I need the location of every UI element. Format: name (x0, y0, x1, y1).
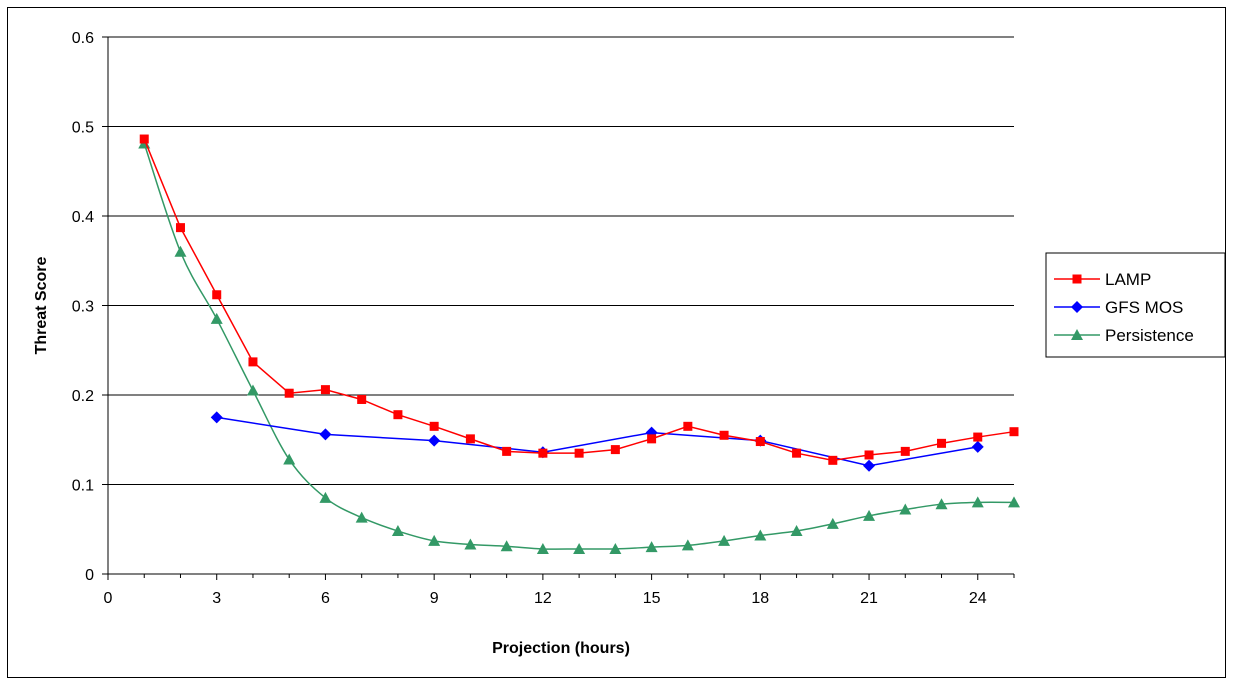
x-tick-label: 9 (430, 590, 439, 607)
data-point-persistence (428, 534, 441, 546)
x-tick-label: 12 (534, 590, 552, 607)
y-tick-label: 0 (85, 567, 94, 584)
y-tick-label: 0.2 (72, 388, 94, 405)
series-persistence (138, 137, 1020, 554)
series-lamp (139, 134, 1019, 465)
x-axis-ticks: 0 3 6 9 12 15 18 21 24 (104, 574, 1015, 607)
data-point-persistence (609, 542, 622, 554)
data-point-lamp (429, 421, 439, 431)
data-point-lamp (647, 434, 657, 444)
y-tick-label: 0.4 (72, 209, 94, 226)
legend-label: GFS MOS (1105, 298, 1183, 317)
data-point-lamp (357, 394, 367, 404)
data-point-persistence (246, 384, 259, 396)
data-point-lamp (284, 388, 294, 398)
data-point-persistence (464, 538, 477, 550)
data-point-persistence (754, 529, 767, 541)
series-group (138, 134, 1020, 554)
x-tick-label: 18 (751, 590, 769, 607)
x-tick-label: 15 (643, 590, 661, 607)
data-point-lamp (900, 446, 910, 456)
data-point-persistence (319, 491, 332, 503)
data-point-lamp (719, 430, 729, 440)
legend-item-lamp: LAMP (1054, 270, 1151, 289)
y-tick-label: 0.5 (72, 120, 94, 137)
data-point-persistence (573, 542, 586, 554)
x-tick-label: 0 (104, 590, 113, 607)
data-point-persistence (899, 503, 912, 515)
data-point-lamp (610, 445, 620, 455)
data-point-persistence (536, 542, 549, 554)
data-point-lamp (864, 450, 874, 460)
data-point-persistence (355, 511, 368, 523)
data-point-persistence (863, 509, 876, 521)
data-point-lamp (1009, 427, 1019, 437)
data-point-persistence (681, 539, 694, 551)
series-line-persistence (143, 143, 1015, 550)
legend-marker-lamp (1072, 274, 1082, 284)
data-point-lamp (248, 357, 258, 367)
data-point-lamp (393, 410, 403, 420)
legend-item-persistence: Persistence (1054, 326, 1194, 345)
x-axis-title: Projection (hours) (492, 640, 630, 657)
legend-item-gfs-mos: GFS MOS (1054, 298, 1183, 317)
data-point-persistence (826, 517, 839, 529)
series-gfs-mos (210, 411, 984, 472)
legend-marker-persistence (1071, 329, 1083, 340)
x-tick-label: 24 (969, 590, 987, 607)
y-tick-label: 0.6 (72, 30, 94, 47)
data-point-lamp (175, 223, 185, 233)
data-point-lamp (538, 448, 548, 458)
legend-label: Persistence (1105, 326, 1194, 345)
data-point-lamp (973, 432, 983, 442)
y-axis-title: Threat Score (33, 256, 50, 354)
y-tick-label: 0.3 (72, 299, 94, 316)
x-tick-label: 3 (212, 590, 221, 607)
data-point-persistence (391, 525, 404, 537)
gridlines (108, 36, 1014, 485)
data-point-lamp (320, 385, 330, 395)
data-point-lamp (139, 134, 149, 144)
data-point-persistence (1008, 496, 1020, 508)
x-tick-label: 6 (321, 590, 330, 607)
series-line-gfs-mos (216, 416, 978, 467)
data-point-lamp (574, 448, 584, 458)
x-tick-label: 21 (860, 590, 878, 607)
data-point-persistence (283, 453, 296, 465)
data-point-persistence (790, 525, 803, 537)
data-point-gfs-mos (863, 459, 876, 472)
chart-frame (7, 7, 1226, 678)
data-point-persistence (935, 498, 948, 510)
data-point-lamp (792, 448, 802, 458)
data-point-persistence (174, 245, 187, 257)
y-axis-ticks: 0 0.1 0.2 0.3 0.4 0.5 0.6 (72, 30, 108, 584)
data-point-lamp (755, 437, 765, 447)
data-point-lamp (502, 446, 512, 456)
data-point-lamp (683, 421, 693, 431)
legend: LAMP GFS MOS Persistence (1045, 252, 1226, 358)
data-point-persistence (971, 496, 984, 508)
data-point-lamp (937, 438, 947, 448)
data-point-persistence (500, 540, 513, 552)
series-line-lamp (143, 138, 1015, 462)
data-point-lamp (828, 455, 838, 465)
data-point-persistence (210, 312, 223, 324)
data-point-gfs-mos (319, 428, 332, 441)
data-point-lamp (465, 434, 475, 444)
legend-label: LAMP (1105, 270, 1151, 289)
data-point-persistence (718, 534, 731, 546)
data-point-lamp (212, 290, 222, 300)
data-point-gfs-mos (210, 411, 223, 424)
data-point-persistence (645, 541, 658, 553)
legend-marker-gfs-mos (1071, 301, 1083, 313)
data-point-gfs-mos (971, 440, 984, 453)
y-tick-label: 0.1 (72, 478, 94, 495)
data-point-gfs-mos (428, 434, 441, 447)
